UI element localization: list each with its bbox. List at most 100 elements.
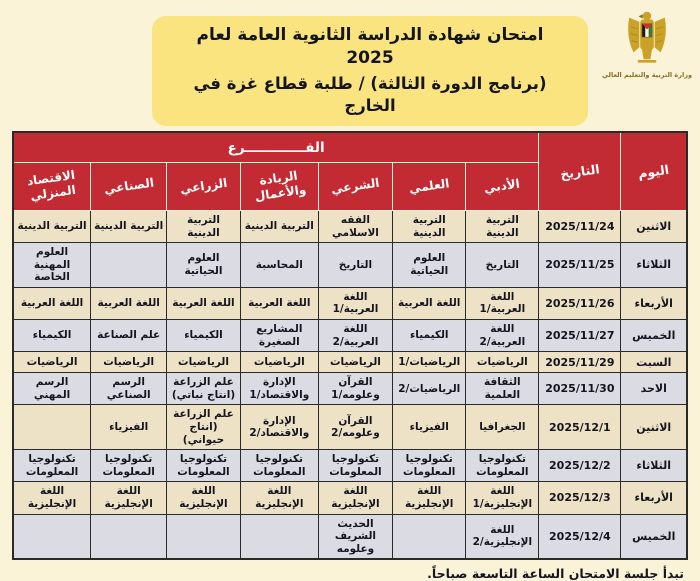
table-header-row-branches: الأدبي العلمي الشرعي الريادة والأعمال ال… bbox=[12, 161, 687, 211]
subject-cell: التاريخ bbox=[465, 242, 540, 288]
subject-cell: اللغة الإنجليزية bbox=[90, 481, 168, 515]
date-cell: 2025/11/26 bbox=[538, 286, 622, 321]
subject-cell bbox=[90, 242, 168, 288]
exam-schedule-page: { "colors":{ "page-bg":"#faf3d7", "banne… bbox=[12, 8, 692, 581]
day-cell: الثلاثاء bbox=[620, 449, 688, 483]
table-row: الاثنين 2025/12/1 الجغرافيا الفيزياء القرآن … bbox=[12, 404, 688, 451]
branch-header-industrial: الصناعي bbox=[90, 161, 168, 211]
subject-cell: اللغة العربية bbox=[12, 286, 92, 321]
subject-cell: اللغة العربية bbox=[239, 286, 319, 321]
page-title-line2: (برنامج الدورة الثالثة) / طلبة قطاع غزة … bbox=[193, 73, 547, 116]
table-row: الخميس 2025/11/27 اللغة العربية/2 الكيمياء ا… bbox=[12, 319, 688, 353]
subject-cell: القرآن وعلومه/2 bbox=[317, 404, 394, 451]
subject-cell: اللغة العربية/1 bbox=[465, 286, 540, 321]
branch-group-header: الفـــــــــــــرع bbox=[12, 131, 540, 163]
table-header-row-top: اليوم التاريخ الفـــــــــــــرع bbox=[12, 131, 688, 211]
subject-cell: الرياضيات/2 bbox=[391, 372, 467, 406]
branch-header-scientific: العلمي bbox=[391, 161, 467, 211]
date-cell: 2025/11/25 bbox=[538, 242, 622, 288]
subject-cell bbox=[391, 513, 467, 560]
subject-cell: التاريخ bbox=[317, 242, 394, 288]
subject-cell bbox=[12, 404, 92, 451]
footer-note: تبدأ جلسة الامتحان الساعة التاسعة صباحاً… bbox=[427, 566, 684, 581]
subject-cell: اللغة الإنجليزية bbox=[317, 481, 394, 515]
table-row: الأربعاء 2025/11/26 اللغة العربية/1 اللغة ا… bbox=[12, 286, 688, 321]
subject-cell bbox=[12, 513, 92, 560]
subject-cell: علم الزراعة (انتاج نباتي) bbox=[166, 372, 241, 406]
subject-cell: اللغة العربية/2 bbox=[465, 319, 540, 353]
subject-cell: المحاسبة bbox=[239, 242, 319, 288]
subject-cell: اللغة العربية/1 bbox=[317, 286, 394, 321]
branch-header-home-economics: الاقتصاد المنزلي bbox=[12, 161, 92, 211]
subject-cell: اللغة الإنجليزية/1 bbox=[465, 481, 540, 515]
subject-cell: اللغة الإنجليزية bbox=[12, 481, 92, 515]
date-cell: 2025/11/29 bbox=[538, 351, 622, 374]
table-row: الثلاثاء 2025/12/2 تكنولوجيا المعلومات تكنو… bbox=[12, 449, 688, 483]
branch-header-agricultural: الزراعي bbox=[166, 161, 241, 211]
branch-header-literary: الأدبي bbox=[465, 161, 540, 211]
schedule-table-body: الاثنين 2025/11/24 التربية الدينية التربية … bbox=[12, 209, 688, 560]
subject-cell: تكنولوجيا المعلومات bbox=[166, 449, 241, 483]
subject-cell: التربية الدينية bbox=[12, 209, 92, 244]
subject-cell: الفيزياء bbox=[391, 404, 467, 451]
subject-cell: الفقه الاسلامي bbox=[317, 209, 394, 244]
day-cell: الاحد bbox=[620, 372, 688, 406]
table-row: الأربعاء 2025/12/3 اللغة الإنجليزية/1 اللغة… bbox=[12, 481, 688, 515]
branch-header-entrepreneurship: الريادة والأعمال bbox=[239, 161, 319, 211]
day-cell: الثلاثاء bbox=[620, 242, 688, 288]
subject-cell: الكيمياء bbox=[12, 319, 92, 353]
table-row: الثلاثاء 2025/11/25 التاريخ العلوم الحياتية… bbox=[12, 242, 688, 288]
subject-cell: الجغرافيا bbox=[465, 404, 540, 451]
subject-cell: الرسم الصناعي bbox=[90, 372, 168, 406]
subject-cell: تكنولوجيا المعلومات bbox=[239, 449, 319, 483]
title-banner: امتحان شهادة الدراسة الثانوية العامة لعا… bbox=[152, 16, 588, 127]
subject-cell bbox=[239, 513, 319, 560]
table-row: الاثنين 2025/11/24 التربية الدينية التربية … bbox=[12, 209, 688, 244]
subject-cell: العلوم الحياتية bbox=[166, 242, 241, 288]
subject-cell: اللغة العربية bbox=[90, 286, 168, 321]
day-cell: الاثنين bbox=[620, 404, 688, 451]
subject-cell: تكنولوجيا المعلومات bbox=[391, 449, 467, 483]
day-cell: السبت bbox=[620, 351, 688, 374]
subject-cell: الكيمياء bbox=[166, 319, 241, 353]
subject-cell: التربية الدينية bbox=[239, 209, 319, 244]
subject-cell: الرياضيات bbox=[317, 351, 394, 374]
palestine-eagle-icon bbox=[621, 10, 673, 70]
subject-cell: الرياضيات bbox=[239, 351, 319, 374]
subject-cell: العلوم الحياتية bbox=[391, 242, 467, 288]
subject-cell: علم الزراعة (انتاج حيواني) bbox=[166, 404, 241, 451]
subject-cell: الرياضيات bbox=[12, 351, 92, 374]
subject-cell: اللغة العربية bbox=[166, 286, 241, 321]
date-cell: 2025/11/27 bbox=[538, 319, 622, 353]
date-cell: 2025/11/24 bbox=[538, 209, 622, 244]
ministry-label: وزارة التربية والتعليم العالي bbox=[601, 71, 692, 79]
subject-cell: الرياضيات/1 bbox=[391, 351, 467, 374]
day-cell: الخميس bbox=[620, 319, 688, 353]
subject-cell: التربية الدينية bbox=[90, 209, 168, 244]
subject-cell: اللغة الإنجليزية bbox=[166, 481, 241, 515]
table-row: الاحد 2025/11/30 الثقافة العلمية الرياضيات/… bbox=[12, 372, 688, 406]
ministry-logo: وزارة التربية والتعليم العالي bbox=[602, 8, 692, 79]
day-cell: الأربعاء bbox=[620, 481, 688, 515]
table-row: السبت 2025/11/29 الرياضيات الرياضيات/1 الريا… bbox=[12, 351, 688, 374]
day-cell: الخميس bbox=[620, 513, 688, 560]
date-column-header: التاريخ bbox=[538, 131, 622, 211]
subject-cell: التربية الدينية bbox=[391, 209, 467, 244]
subject-cell: الرسم المهني bbox=[12, 372, 92, 406]
subject-cell: المشاريع الصغيرة bbox=[239, 319, 319, 353]
subject-cell bbox=[166, 513, 241, 560]
subject-cell: الفيزياء bbox=[90, 404, 168, 451]
subject-cell: تكنولوجيا المعلومات bbox=[12, 449, 92, 483]
subject-cell: الإدارة والاقتصاد/2 bbox=[239, 404, 319, 451]
subject-cell: تكنولوجيا المعلومات bbox=[317, 449, 394, 483]
exam-schedule-table: اليوم التاريخ الفـــــــــــــرع الأدبي … bbox=[12, 131, 688, 561]
subject-cell: اللغة الإنجليزية bbox=[239, 481, 319, 515]
subject-cell: الرياضيات bbox=[166, 351, 241, 374]
subject-cell bbox=[90, 513, 168, 560]
subject-cell: تكنولوجيا المعلومات bbox=[90, 449, 168, 483]
date-cell: 2025/12/4 bbox=[538, 513, 622, 560]
page-title-line1: امتحان شهادة الدراسة الثانوية العامة لعا… bbox=[196, 25, 544, 68]
subject-cell: علم الصناعة bbox=[90, 319, 168, 353]
subject-cell: الرياضيات bbox=[465, 351, 540, 374]
day-cell: الاثنين bbox=[620, 209, 688, 244]
